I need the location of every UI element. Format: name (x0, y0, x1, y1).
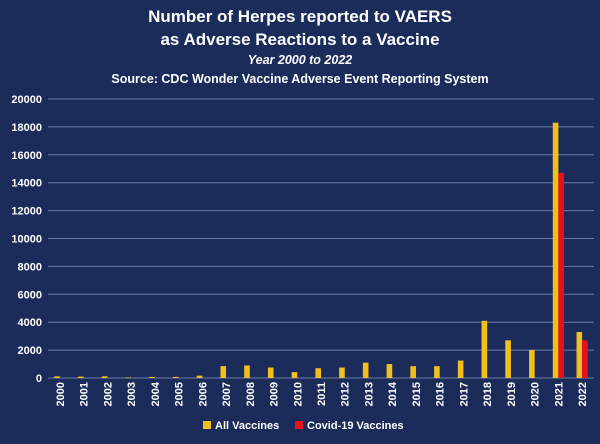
y-tick-label: 4000 (18, 317, 42, 329)
chart-subtitle: Year 2000 to 2022 (248, 53, 353, 67)
bar-all-vaccines (481, 320, 488, 378)
y-tick-label: 0 (36, 373, 42, 385)
x-tick-label: 2019 (506, 382, 518, 406)
x-tick-label: 2011 (316, 382, 328, 406)
bar-all-vaccines (125, 377, 132, 378)
x-tick-labels: 2000 2001 2002 2003 2004 2005 2006 2007 2008 2009… (55, 381, 589, 406)
chart-title-line1: Number of Herpes reported to VAERS (148, 7, 452, 26)
bar-all-vaccines (149, 376, 155, 378)
legend: All Vaccines Covid-19 Vaccines (203, 420, 404, 432)
chart-title-line2: as Adverse Reactions to a Vaccine (160, 30, 439, 49)
bar-all-vaccines (552, 122, 559, 378)
bar-all-vaccines (315, 368, 321, 378)
legend-label: All Vaccines (215, 420, 279, 432)
bar-layer (54, 122, 588, 378)
bar-all-vaccines (410, 366, 416, 378)
x-tick-label: 2015 (411, 382, 423, 406)
bar-all-vaccines (291, 372, 298, 378)
x-tick-label: 2006 (197, 382, 209, 406)
bar-all-vaccines (220, 366, 227, 378)
x-tick-label: 2022 (577, 382, 589, 406)
chart-source: Source: CDC Wonder Vaccine Adverse Event… (111, 72, 488, 86)
x-tick-label: 2021 (553, 382, 565, 406)
bar-all-vaccines (434, 366, 440, 378)
y-tick-label: 2000 (18, 345, 42, 357)
bar-all-vaccines (267, 367, 274, 378)
bar-all-vaccines (505, 340, 511, 378)
x-tick-label: 2004 (150, 381, 162, 406)
x-tick-label: 2010 (292, 382, 304, 406)
y-tick-label: 10000 (11, 234, 42, 246)
x-tick-label: 2014 (387, 381, 399, 406)
legend-swatch (203, 421, 211, 429)
x-tick-label: 2012 (340, 382, 352, 406)
x-tick-label: 2016 (435, 382, 447, 406)
y-tick-label: 6000 (18, 289, 42, 301)
bar-all-vaccines (78, 376, 84, 378)
y-tick-label: 16000 (11, 150, 42, 162)
y-tick-labels: 0 2000 4000 6000 8000 10000 12000 14000 16000 180… (11, 94, 42, 385)
bar-all-vaccines (529, 350, 535, 378)
x-tick-label: 2009 (269, 382, 281, 406)
x-tick-label: 2005 (174, 382, 186, 406)
bar-covid-19-vaccines (582, 340, 588, 378)
y-tick-label: 12000 (11, 206, 42, 218)
x-tick-label: 2020 (530, 382, 542, 406)
bar-covid-19-vaccines (558, 172, 564, 378)
bar-all-vaccines (386, 364, 393, 378)
bar-all-vaccines (244, 365, 250, 378)
x-tick-label: 2008 (245, 382, 257, 406)
x-tick-label: 2013 (363, 382, 375, 406)
x-tick-label: 2000 (55, 382, 67, 406)
legend-swatch (295, 421, 303, 429)
y-tick-label: 20000 (11, 94, 42, 106)
bar-all-vaccines (172, 376, 179, 378)
y-tick-label: 18000 (11, 122, 42, 134)
bar-all-vaccines (196, 375, 203, 378)
x-tick-label: 2007 (221, 382, 233, 406)
bar-all-vaccines (362, 362, 369, 378)
bar-all-vaccines (101, 376, 108, 378)
bar-all-vaccines (457, 360, 464, 378)
x-tick-label: 2001 (79, 382, 91, 406)
bar-all-vaccines (54, 376, 60, 378)
x-tick-label: 2003 (126, 382, 138, 406)
y-tick-label: 14000 (11, 178, 42, 190)
x-tick-label: 2018 (482, 382, 494, 406)
x-tick-label: 2017 (458, 382, 470, 406)
bar-all-vaccines (339, 367, 345, 378)
y-tick-label: 8000 (18, 261, 42, 273)
legend-label: Covid-19 Vaccines (307, 420, 404, 432)
bar-all-vaccines (576, 331, 583, 378)
x-tick-label: 2002 (102, 382, 114, 406)
grid-layer (48, 98, 594, 379)
